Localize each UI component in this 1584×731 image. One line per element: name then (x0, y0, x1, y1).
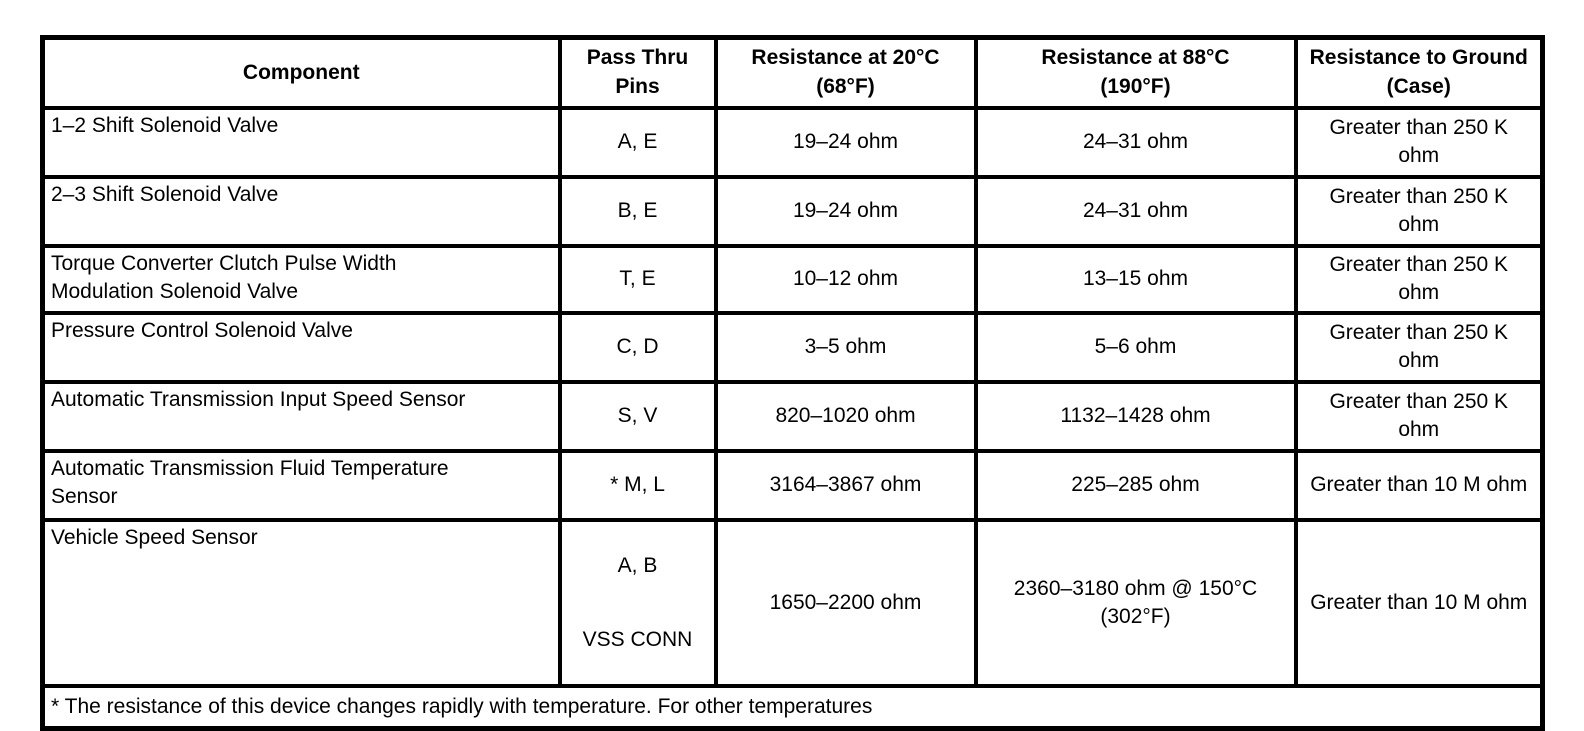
table-row: 1–2 Shift Solenoid Valve A, E 19–24 ohm … (40, 105, 1545, 179)
resistance-ground-cell: Greater than 10 M ohm (1293, 517, 1545, 689)
footnote-text: * The resistance of this device changes … (40, 684, 1545, 731)
pins-cell: S, V (557, 379, 718, 453)
pins-cell: * M, L (557, 448, 718, 522)
component-cell: Automatic Transmission Fluid Temperature… (40, 448, 562, 522)
component-cell: Pressure Control Solenoid Valve (40, 310, 562, 384)
resistance-20c-cell: 19–24 ohm (713, 174, 978, 248)
pins-cell: B, E (557, 174, 718, 248)
resistance-88c-cell: 225–285 ohm (973, 448, 1298, 522)
table-row: Automatic Transmission Input Speed Senso… (40, 379, 1545, 453)
table-row: Vehicle Speed Sensor A, B VSS CONN 1650–… (40, 517, 1545, 689)
component-cell: 1–2 Shift Solenoid Valve (40, 105, 562, 179)
component-cell: 2–3 Shift Solenoid Valve (40, 174, 562, 248)
col-header-resistance-20c: Resistance at 20°C (68°F) (713, 35, 978, 110)
footnote-row: * The resistance of this device changes … (40, 684, 1545, 731)
pins-bottom-label: VSS CONN (582, 627, 693, 651)
pins-split-stack: A, B VSS CONN (568, 552, 708, 654)
col-header-component: Component (40, 35, 562, 110)
resistance-88c-cell: 24–31 ohm (973, 105, 1298, 179)
pins-cell: C, D (557, 310, 718, 384)
resistance-20c-cell: 10–12 ohm (713, 243, 978, 315)
resistance-88c-cell: 24–31 ohm (973, 174, 1298, 248)
col-header-resistance-ground: Resistance to Ground (Case) (1293, 35, 1545, 110)
component-cell: Automatic Transmission Input Speed Senso… (40, 379, 562, 453)
table-row: Pressure Control Solenoid Valve C, D 3–5… (40, 310, 1545, 384)
resistance-ground-cell: Greater than 250 K ohm (1293, 105, 1545, 179)
resistance-20c-cell: 19–24 ohm (713, 105, 978, 179)
resistance-88c-cell: 2360–3180 ohm @ 150°C (302°F) (973, 517, 1298, 689)
col-header-pass-thru-pins: Pass Thru Pins (557, 35, 718, 110)
resistance-88c-cell: 5–6 ohm (973, 310, 1298, 384)
resistance-20c-cell: 3164–3867 ohm (713, 448, 978, 522)
resistance-20c-cell: 820–1020 ohm (713, 379, 978, 453)
resistance-20c-cell: 3–5 ohm (713, 310, 978, 384)
resistance-ground-cell: Greater than 250 K ohm (1293, 243, 1545, 315)
component-cell: Vehicle Speed Sensor (40, 517, 562, 689)
table-row: Automatic Transmission Fluid Temperature… (40, 448, 1545, 522)
resistance-88c-cell: 1132–1428 ohm (973, 379, 1298, 453)
pins-cell: A, E (557, 105, 718, 179)
table-row: Torque Converter Clutch Pulse Width Modu… (40, 243, 1545, 315)
pins-cell: T, E (557, 243, 718, 315)
pins-top-label: A, B (617, 553, 658, 577)
table-row: 2–3 Shift Solenoid Valve B, E 19–24 ohm … (40, 174, 1545, 248)
resistance-20c-cell: 1650–2200 ohm (713, 517, 978, 689)
header-row: Component Pass Thru Pins Resistance at 2… (40, 35, 1545, 110)
pins-cell: A, B VSS CONN (557, 517, 718, 689)
resistance-ground-cell: Greater than 10 M ohm (1293, 448, 1545, 522)
resistance-ground-cell: Greater than 250 K ohm (1293, 310, 1545, 384)
resistance-ground-cell: Greater than 250 K ohm (1293, 379, 1545, 453)
col-header-resistance-88c: Resistance at 88°C (190°F) (973, 35, 1298, 110)
resistance-spec-table: Component Pass Thru Pins Resistance at 2… (40, 35, 1545, 731)
component-cell: Torque Converter Clutch Pulse Width Modu… (40, 243, 562, 315)
resistance-ground-cell: Greater than 250 K ohm (1293, 174, 1545, 248)
resistance-88c-cell: 13–15 ohm (973, 243, 1298, 315)
resistance-spec-table-wrap: Component Pass Thru Pins Resistance at 2… (40, 35, 1545, 731)
